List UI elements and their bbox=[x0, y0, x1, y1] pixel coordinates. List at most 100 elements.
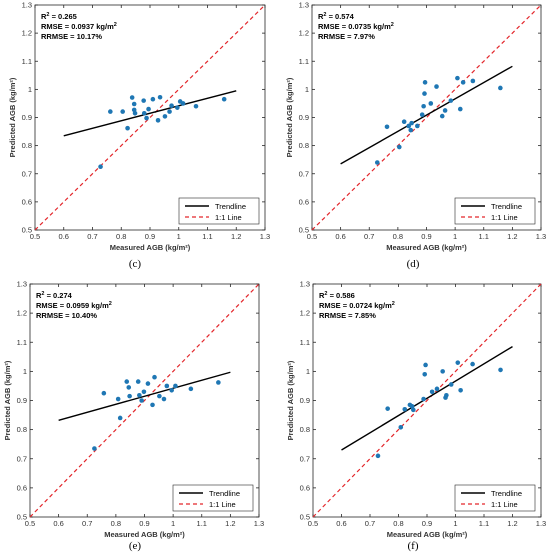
y-tick-label: 1.2 bbox=[17, 309, 27, 318]
x-tick-label: 1.1 bbox=[202, 232, 212, 241]
data-point bbox=[470, 78, 476, 84]
data-point bbox=[101, 390, 107, 396]
data-point bbox=[460, 80, 466, 85]
x-tick-label: 0.9 bbox=[421, 232, 431, 241]
x-tick-label: 1.1 bbox=[479, 519, 489, 528]
x-tick-label: 0.8 bbox=[393, 232, 403, 241]
x-axis-label: Measured AGB (kg/m²) bbox=[386, 243, 467, 252]
x-tick-label: 0.5 bbox=[308, 519, 318, 528]
data-point bbox=[180, 101, 186, 106]
x-tick-label: 0.8 bbox=[116, 232, 126, 241]
data-point bbox=[141, 389, 147, 395]
data-point bbox=[131, 101, 137, 107]
data-point bbox=[139, 398, 144, 403]
data-point bbox=[117, 415, 123, 421]
data-point bbox=[141, 110, 147, 116]
y-tick-label: 0.5 bbox=[300, 513, 310, 522]
x-tick-label: 0.6 bbox=[53, 519, 63, 528]
data-point bbox=[169, 103, 174, 108]
data-point bbox=[455, 75, 460, 81]
y-tick-label: 1.2 bbox=[22, 29, 32, 38]
trendline bbox=[341, 346, 513, 451]
data-point bbox=[169, 388, 174, 393]
x-tick-label: 0.8 bbox=[393, 519, 403, 528]
data-point bbox=[428, 101, 434, 106]
trendline bbox=[63, 90, 237, 137]
stat-line-3: RRMSE = 7.85% bbox=[319, 311, 376, 320]
x-tick-label: 0.7 bbox=[87, 232, 97, 241]
y-tick-label: 1.3 bbox=[299, 1, 309, 10]
data-point bbox=[434, 84, 439, 89]
y-axis-label: Predicted AGB (kg/m²) bbox=[285, 77, 294, 157]
data-point bbox=[137, 392, 142, 398]
data-point bbox=[411, 407, 416, 413]
data-point bbox=[125, 125, 130, 131]
y-axis-label: Predicted AGB (kg/m²) bbox=[8, 77, 17, 157]
y-tick-label: 1.2 bbox=[299, 29, 309, 38]
data-point bbox=[155, 118, 161, 123]
data-point bbox=[498, 85, 503, 91]
stat-line-2: RMSE = 0.0959 kg/m2 bbox=[36, 301, 112, 310]
data-point bbox=[162, 114, 168, 119]
data-point bbox=[384, 124, 390, 130]
x-axis-label: Measured AGB (kg/m²) bbox=[104, 530, 185, 539]
x-tick-label: 1.2 bbox=[507, 232, 517, 241]
y-tick-label: 1.2 bbox=[300, 309, 310, 318]
data-point bbox=[146, 106, 151, 112]
x-tick-label: 0.9 bbox=[139, 519, 149, 528]
stat-line-3: RRMSE = 10.40% bbox=[36, 311, 97, 320]
data-point bbox=[409, 404, 415, 409]
legend-identity-label: 1:1 Line bbox=[215, 213, 242, 222]
legend-box bbox=[454, 484, 536, 512]
data-point bbox=[92, 446, 97, 451]
data-point bbox=[429, 389, 435, 395]
legend-identity-label: 1:1 Line bbox=[491, 213, 518, 222]
data-point bbox=[409, 120, 414, 126]
panel-caption: (e) bbox=[129, 540, 142, 552]
identity-line bbox=[34, 4, 266, 231]
data-point bbox=[408, 127, 414, 133]
y-tick-label: 1.1 bbox=[299, 57, 309, 66]
data-point bbox=[141, 98, 146, 103]
stat-line-3: RRMSE = 10.17% bbox=[41, 32, 102, 41]
legend-identity-label: 1:1 Line bbox=[491, 500, 518, 509]
y-tick-label: 1.1 bbox=[22, 57, 32, 66]
y-tick-label: 0.9 bbox=[300, 396, 310, 405]
y-tick-label: 0.6 bbox=[300, 483, 310, 492]
data-point bbox=[458, 388, 463, 393]
x-tick-label: 1.1 bbox=[479, 232, 489, 241]
x-tick-label: 0.7 bbox=[364, 232, 374, 241]
y-tick-label: 0.8 bbox=[299, 141, 309, 150]
data-point bbox=[221, 96, 227, 102]
y-tick-label: 0.7 bbox=[22, 169, 32, 178]
data-point bbox=[498, 367, 503, 373]
y-tick-label: 0.8 bbox=[17, 425, 27, 434]
data-point bbox=[440, 369, 445, 374]
legend-identity-label: 1:1 Line bbox=[209, 500, 236, 509]
x-tick-label: 1.2 bbox=[231, 232, 241, 241]
data-point bbox=[455, 360, 461, 365]
stat-line-3: RRMSE = 7.97% bbox=[318, 32, 375, 41]
x-tick-label: 0.5 bbox=[25, 519, 35, 528]
x-tick-label: 0.7 bbox=[365, 519, 375, 528]
data-point bbox=[167, 109, 172, 114]
stat-line-1: R2 = 0.265 bbox=[41, 12, 77, 21]
data-point bbox=[193, 103, 199, 109]
y-tick-label: 0.7 bbox=[300, 454, 310, 463]
x-tick-label: 0.9 bbox=[422, 519, 432, 528]
trendline bbox=[340, 65, 513, 165]
data-point bbox=[188, 386, 194, 392]
y-tick-label: 0.9 bbox=[299, 113, 309, 122]
data-point bbox=[150, 402, 155, 408]
chart-panel-1: 0.5 0.6 0.7 0.8 0.9 1 1.1 1.2 1.3 0.5 0.6 0.7 0.8 0.9… bbox=[8, 1, 270, 271]
data-point bbox=[127, 393, 132, 399]
panel-caption: (c) bbox=[129, 258, 142, 270]
y-tick-label: 0.7 bbox=[17, 454, 27, 463]
x-tick-label: 0.5 bbox=[30, 232, 40, 241]
chart-panel-4: 0.5 0.6 0.7 0.8 0.9 1 1.1 1.2 1.3 0.5 0.6 0.7 0.8 0.9… bbox=[286, 280, 546, 553]
data-point bbox=[108, 109, 113, 114]
x-tick-label: 0.6 bbox=[336, 519, 346, 528]
y-tick-label: 0.7 bbox=[299, 169, 309, 178]
stat-line-2: RMSE = 0.0937 kg/m2 bbox=[41, 22, 117, 31]
